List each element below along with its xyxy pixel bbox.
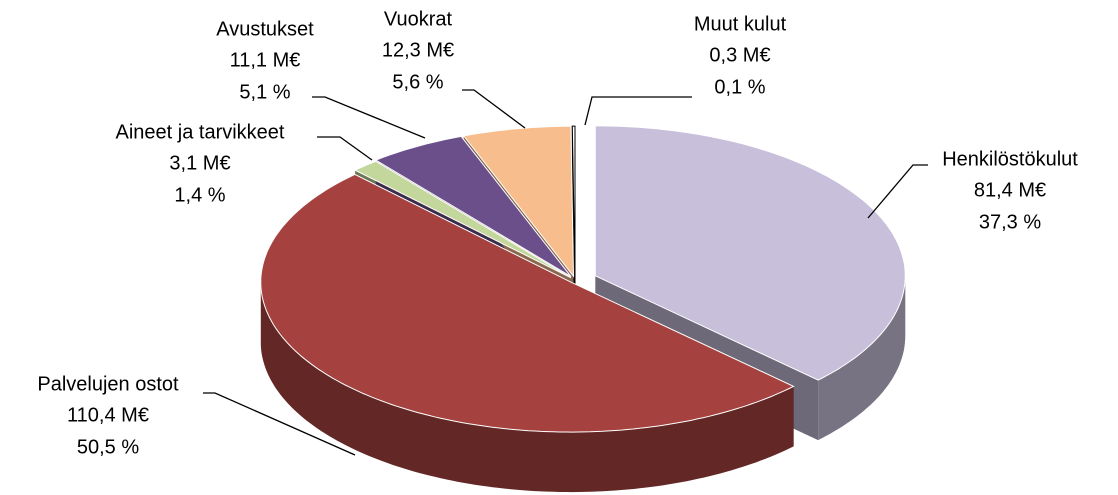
slice: [571, 125, 576, 277]
category-label: Henkilöstökulut: [942, 148, 1078, 170]
slice-wall: [260, 282, 794, 493]
percent-label: 50,5 %: [77, 436, 139, 458]
leader-line: [867, 164, 928, 219]
leader-line: [462, 89, 526, 129]
leader-line: [584, 96, 692, 126]
slice: [374, 135, 572, 278]
category-label: Muut kulut: [694, 13, 787, 35]
value-label: 110,4 M€: [67, 404, 149, 426]
category-label: Aineet ja tarvikkeet: [116, 121, 285, 143]
leader-line: [203, 392, 356, 456]
value-label: 0,3 M€: [709, 44, 770, 66]
slice: [260, 173, 795, 433]
leader-line: [312, 96, 426, 139]
percent-label: 5,1 %: [239, 81, 290, 103]
percent-label: 5,6 %: [392, 71, 443, 93]
slice: [462, 125, 575, 278]
category-label: Palvelujen ostot: [37, 373, 179, 395]
value-label: 3,1 M€: [169, 152, 230, 174]
value-label: 12,3 M€: [382, 39, 454, 61]
slice: [594, 125, 906, 381]
leader-line: [317, 136, 373, 161]
slice: [353, 160, 572, 279]
slice-wall: [818, 275, 906, 441]
category-label: Vuokrat: [384, 8, 453, 30]
percent-label: 0,1 %: [714, 76, 765, 98]
value-label: 81,4 M€: [974, 179, 1046, 201]
value-label: 11,1 M€: [230, 49, 301, 71]
percent-label: 1,4 %: [174, 184, 225, 206]
category-label: Avustukset: [216, 18, 314, 40]
percent-label: 37,3 %: [979, 211, 1041, 233]
